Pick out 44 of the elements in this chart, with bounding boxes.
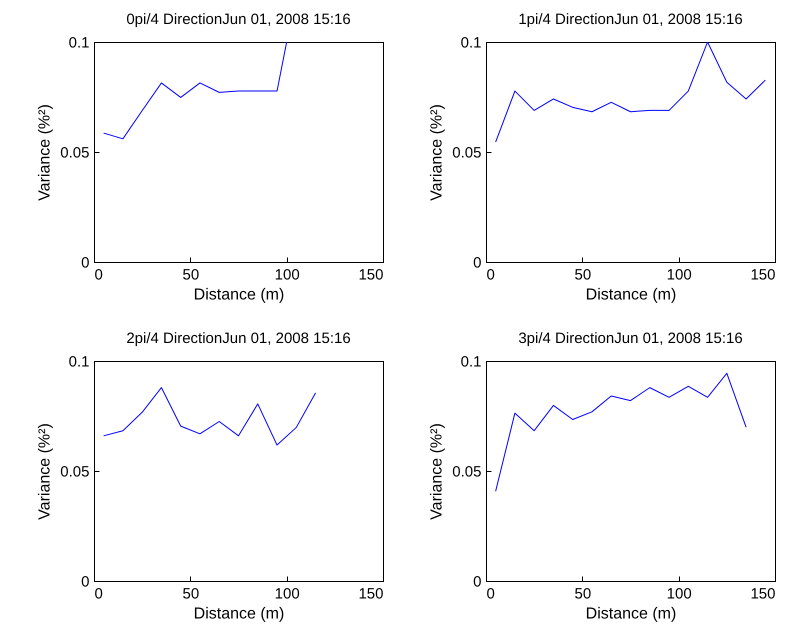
x-tick-label: 0 <box>94 586 103 602</box>
chart-title: 1pi/4 DirectionJun 01, 2008 15:16 <box>518 11 743 28</box>
x-tick-label: 0 <box>486 586 495 602</box>
x-tick-label: 150 <box>750 266 776 284</box>
x-axis-title: Distance (m) <box>586 286 676 304</box>
chart-title: 3pi/4 DirectionJun 01, 2008 15:16 <box>518 330 743 347</box>
x-tick-label: 50 <box>574 586 592 602</box>
y-tick-label: 0.1 <box>68 354 90 370</box>
x-tick-label: 100 <box>274 266 300 284</box>
x-axis-title: Distance (m) <box>194 606 284 622</box>
y-tick-label: 0 <box>81 254 90 272</box>
y-tick-label: 0.05 <box>60 464 90 480</box>
line-series <box>495 42 766 143</box>
y-tick-label: 0.1 <box>460 34 482 52</box>
y-tick-label: 0.1 <box>68 34 90 52</box>
y-tick-label: 0.05 <box>452 464 482 480</box>
line-series <box>103 387 316 446</box>
x-tick-label: 50 <box>574 266 592 284</box>
chart-title: 0pi/4 DirectionJun 01, 2008 15:16 <box>126 11 351 28</box>
x-tick-label: 100 <box>666 266 692 284</box>
x-tick-label: 0 <box>486 266 495 284</box>
y-axis-title: Variance (%²) <box>428 423 446 520</box>
y-tick-label: 0 <box>81 574 90 590</box>
x-tick-label: 150 <box>358 266 384 284</box>
line-series <box>103 42 288 140</box>
x-tick-label: 150 <box>750 586 776 602</box>
y-tick-label: 0.05 <box>452 144 482 162</box>
line-series <box>495 372 747 492</box>
x-tick-label: 50 <box>182 586 200 602</box>
y-axis-title: Variance (%²) <box>428 104 446 201</box>
x-tick-label: 50 <box>182 266 200 284</box>
x-tick-label: 100 <box>274 586 300 602</box>
y-tick-label: 0.1 <box>460 354 482 370</box>
x-axis-title: Distance (m) <box>586 606 676 622</box>
y-axis-title: Variance (%²) <box>36 423 54 520</box>
y-axis-title: Variance (%²) <box>36 104 54 201</box>
y-tick-label: 0.05 <box>60 144 90 162</box>
x-tick-label: 100 <box>666 586 692 602</box>
y-tick-label: 0 <box>473 254 482 272</box>
x-tick-label: 0 <box>94 266 103 284</box>
y-tick-label: 0 <box>473 574 482 590</box>
chart-title: 2pi/4 DirectionJun 01, 2008 15:16 <box>126 330 351 347</box>
x-axis-title: Distance (m) <box>194 286 284 304</box>
x-tick-label: 150 <box>358 586 384 602</box>
